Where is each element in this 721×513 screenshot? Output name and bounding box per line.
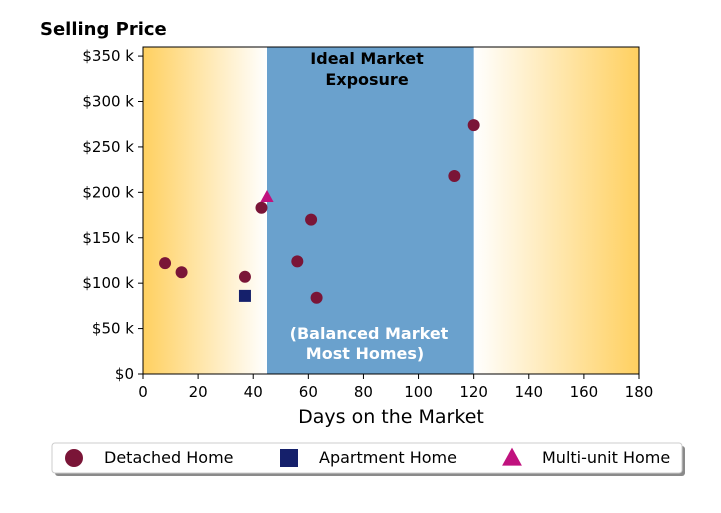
detached-home-point bbox=[291, 255, 304, 268]
balanced-annotation-line-2: Most Homes) bbox=[306, 344, 424, 363]
x-tick-label: 20 bbox=[189, 383, 208, 401]
y-tick-label: $150 k bbox=[82, 229, 134, 247]
detached-home-legend-label: Detached Home bbox=[104, 448, 234, 467]
detached-home-point bbox=[255, 201, 268, 214]
detached-home-point bbox=[175, 266, 188, 279]
x-tick-label: 180 bbox=[625, 383, 654, 401]
apartment-home-legend-marker bbox=[280, 449, 298, 467]
detached-home-point bbox=[310, 291, 323, 304]
x-tick-label: 140 bbox=[514, 383, 543, 401]
x-tick-label: 40 bbox=[244, 383, 263, 401]
left-gradient-region bbox=[143, 47, 267, 374]
x-tick-label: 0 bbox=[138, 383, 148, 401]
y-tick-label: $300 k bbox=[82, 93, 134, 111]
apartment-home-legend-label: Apartment Home bbox=[319, 448, 457, 467]
plot-frame bbox=[142, 46, 640, 375]
plot-background bbox=[143, 47, 639, 374]
ideal-annotation-line-2: Exposure bbox=[325, 70, 409, 89]
right-gradient-region bbox=[473, 47, 639, 374]
y-axis-ticks: $0 $50 k $100 k $150 k $200 k $250 k $300 k $35… bbox=[82, 47, 143, 383]
x-tick-label: 60 bbox=[299, 383, 318, 401]
detached-home-point bbox=[467, 119, 480, 132]
x-axis-ticks: 0 20 40 60 80 100 120 140 160 180 bbox=[138, 374, 653, 401]
y-tick-label: $0 bbox=[115, 365, 134, 383]
apartment-home-point bbox=[238, 289, 251, 302]
x-tick-label: 160 bbox=[570, 383, 599, 401]
y-tick-label: $50 k bbox=[92, 320, 134, 338]
y-tick-label: $350 k bbox=[82, 47, 134, 65]
multi-unit-home-legend-label: Multi-unit Home bbox=[542, 448, 670, 467]
multi-unit-home-point bbox=[260, 189, 274, 202]
multi-unit-home-legend-marker bbox=[502, 447, 522, 466]
ideal-annotation-line-1: Ideal Market bbox=[310, 49, 424, 68]
x-tick-label: 100 bbox=[404, 383, 433, 401]
legend-box bbox=[51, 442, 683, 474]
y-tick-label: $100 k bbox=[82, 274, 134, 292]
detached-home-point bbox=[305, 213, 318, 226]
detached-home-legend-marker bbox=[65, 449, 83, 467]
detached-home-point bbox=[159, 257, 172, 270]
x-axis-label: Days on the Market bbox=[298, 406, 484, 428]
x-tick-label: 120 bbox=[459, 383, 488, 401]
x-tick-label: 80 bbox=[354, 383, 373, 401]
data-points bbox=[159, 119, 480, 304]
y-tick-label: $200 k bbox=[82, 183, 134, 201]
detached-home-point bbox=[448, 169, 461, 182]
ideal-market-region bbox=[267, 47, 474, 374]
balanced-annotation-line-1: (Balanced Market bbox=[290, 324, 449, 343]
y-tick-label: $250 k bbox=[82, 138, 134, 156]
y-axis-label: Selling Price bbox=[40, 19, 167, 40]
legend: Detached Home Apartment Home Multi-unit Ho… bbox=[51, 442, 685, 476]
legend-items: Detached Home Apartment Home Multi-unit Ho… bbox=[65, 447, 670, 467]
detached-home-point bbox=[238, 270, 251, 283]
